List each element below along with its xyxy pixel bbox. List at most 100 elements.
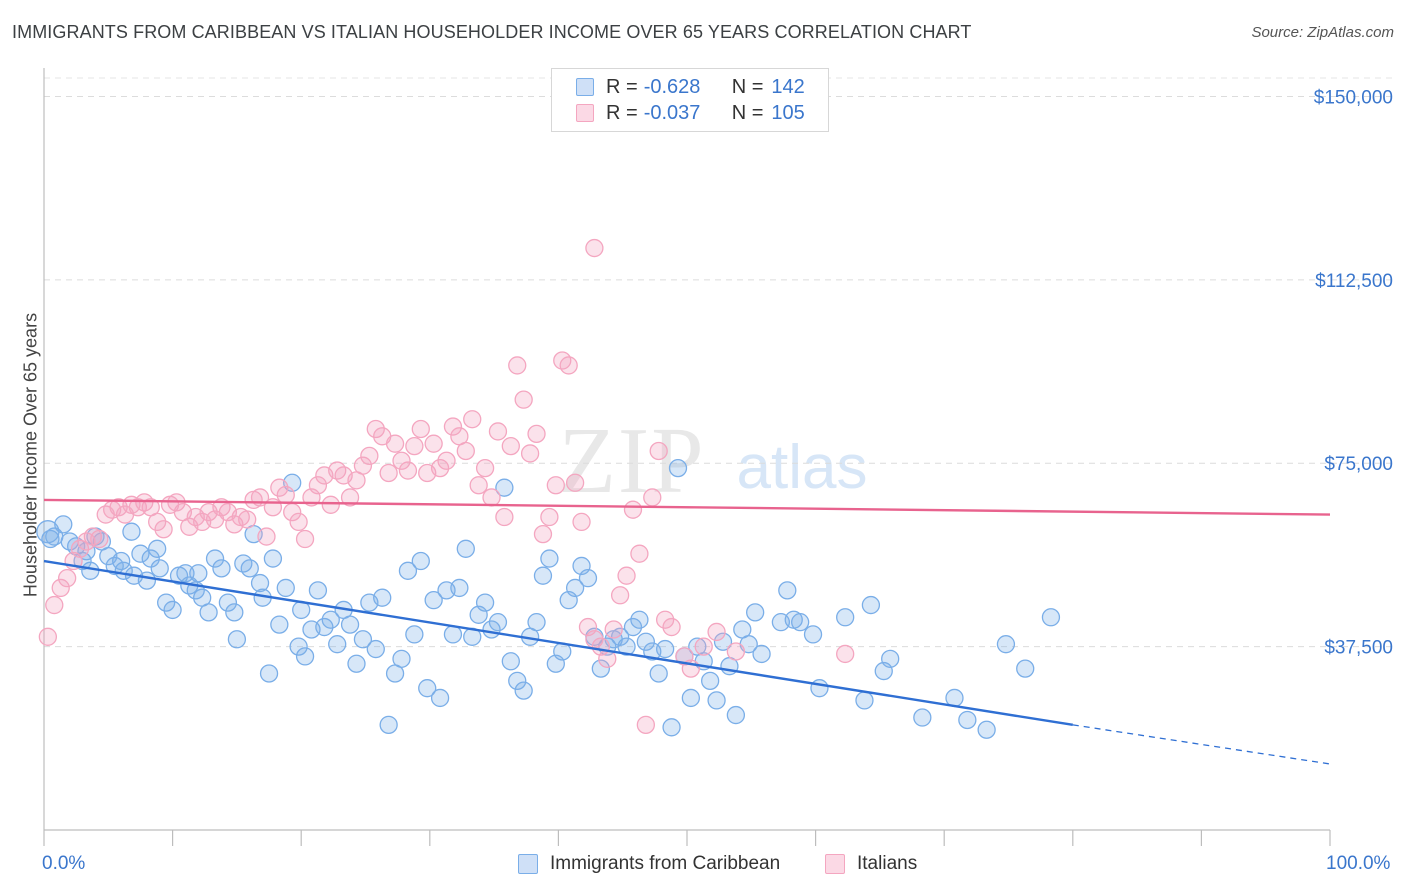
data-point — [122, 522, 141, 541]
data-point — [508, 671, 527, 690]
legend-n-value: 105 — [771, 101, 805, 124]
data-point — [533, 524, 553, 544]
correlation-legend: R = -0.628 N = 142 R = -0.037 N = 105 — [551, 68, 829, 132]
data-point — [321, 495, 340, 514]
data-point — [131, 544, 150, 563]
data-point — [636, 715, 655, 735]
data-point — [803, 625, 823, 644]
data-point — [546, 476, 565, 495]
trend-line-caribbean — [43, 559, 1073, 727]
data-point — [289, 512, 308, 532]
data-point — [578, 568, 598, 588]
data-point — [411, 551, 430, 571]
data-point — [778, 581, 797, 600]
legend-n-value: 142 — [771, 75, 805, 98]
data-point — [257, 527, 276, 546]
legend-r-value: -0.628 — [643, 75, 701, 98]
data-point — [533, 566, 553, 585]
legend-row-caribbean: R = -0.628 N = 142 — [552, 74, 805, 100]
data-point — [41, 529, 60, 549]
data-point — [501, 436, 520, 456]
y-tick-label: $75,000 — [1324, 454, 1393, 475]
data-point — [137, 571, 157, 590]
watermark-zip: ZIP — [559, 409, 706, 513]
legend-swatch-caribbean — [576, 78, 594, 96]
data-point — [250, 573, 270, 593]
data-point — [289, 637, 308, 656]
data-point — [540, 549, 559, 568]
data-point — [565, 473, 585, 492]
legend-r-label: R = — [606, 75, 638, 98]
data-point — [418, 679, 437, 698]
data-point — [726, 642, 746, 661]
data-point — [157, 593, 176, 612]
data-point — [270, 615, 289, 634]
watermark-atlas: atlas — [737, 433, 868, 502]
data-point — [694, 637, 713, 656]
data-point — [482, 488, 501, 507]
data-point — [655, 610, 675, 629]
data-point — [51, 578, 70, 598]
data-point — [148, 539, 167, 558]
data-point — [495, 478, 514, 497]
data-point — [212, 559, 231, 578]
axes — [43, 68, 1331, 846]
data-point — [353, 630, 373, 649]
data-point — [430, 458, 450, 478]
points — [36, 238, 1061, 739]
data-point — [636, 632, 655, 651]
data-point — [392, 451, 411, 470]
data-point — [321, 610, 340, 629]
data-point — [57, 568, 77, 588]
series-legend-caribbean: Immigrants from Caribbean — [518, 852, 780, 876]
data-point — [392, 649, 411, 668]
data-point — [430, 688, 450, 708]
data-point — [585, 238, 604, 258]
data-point — [623, 617, 643, 637]
trend-lines — [43, 498, 1331, 765]
data-point — [662, 617, 681, 637]
x-tick-label-max: 100.0% — [1326, 853, 1391, 874]
legend-series-label: Immigrants from Caribbean — [550, 853, 781, 874]
data-point — [205, 549, 225, 568]
data-point — [540, 507, 559, 527]
data-point — [752, 644, 771, 664]
data-point — [810, 679, 829, 698]
data-point — [366, 639, 385, 659]
data-point — [495, 507, 514, 527]
legend-series-label: Italians — [857, 853, 918, 874]
data-point — [379, 463, 398, 483]
series-legend-italians: Italians — [825, 852, 917, 876]
data-point — [347, 654, 366, 673]
data-point — [276, 485, 295, 505]
data-point — [913, 708, 932, 727]
data-point — [643, 488, 662, 507]
data-point — [373, 588, 392, 607]
data-point — [366, 419, 385, 439]
data-point — [861, 595, 881, 615]
data-point — [668, 458, 688, 478]
data-point — [353, 456, 373, 475]
data-point — [713, 632, 733, 651]
data-point — [881, 649, 900, 668]
data-point — [996, 635, 1016, 654]
y-tick-label: $112,500 — [1315, 271, 1393, 292]
legend-swatch-italians — [576, 104, 594, 122]
data-point — [855, 691, 874, 710]
data-point — [54, 515, 73, 534]
data-point — [617, 637, 636, 656]
data-point — [463, 410, 482, 429]
data-point — [488, 613, 508, 632]
legend-n-label: N = — [731, 75, 764, 98]
data-point — [623, 500, 643, 519]
data-point — [610, 586, 630, 605]
data-point — [308, 581, 328, 600]
data-point — [443, 417, 463, 436]
trend-line-italians — [43, 498, 1331, 516]
data-point — [154, 520, 173, 539]
data-point — [225, 603, 244, 622]
data-point — [662, 718, 681, 737]
data-point — [559, 356, 578, 375]
data-point — [836, 608, 855, 627]
